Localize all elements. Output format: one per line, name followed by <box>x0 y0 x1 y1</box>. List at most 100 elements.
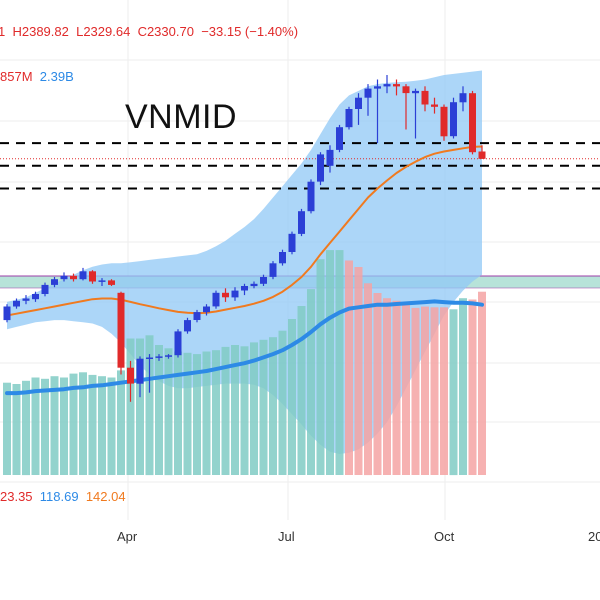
volume-bar <box>193 354 201 475</box>
candle-body <box>51 279 58 285</box>
volume-bar <box>202 351 211 475</box>
candle <box>89 270 96 284</box>
legend-high: H2389.82 <box>12 24 69 39</box>
volume-legend: 857M 2.39B <box>0 69 74 84</box>
candle-body <box>98 280 106 282</box>
volume-bar <box>145 335 154 476</box>
band-area <box>7 70 482 454</box>
volume-bar <box>221 346 230 475</box>
volume-bar <box>307 289 315 475</box>
legend-volume-left: 857M <box>0 69 33 84</box>
candle <box>250 281 258 289</box>
volume-bar <box>335 250 344 475</box>
candle <box>79 267 87 281</box>
candle <box>203 304 210 316</box>
candle-body <box>269 263 277 277</box>
candle-body <box>393 84 400 87</box>
candle-body <box>364 88 372 98</box>
candle-body <box>431 104 438 107</box>
volume-bar <box>430 307 439 475</box>
candle <box>41 282 49 297</box>
legend-change: −33.15 (−1.40%) <box>201 24 299 39</box>
volume-bar <box>98 376 106 475</box>
volume-bar <box>468 299 477 475</box>
volume-bar <box>174 351 182 475</box>
volume-bar <box>250 342 258 475</box>
legend-low: L2329.64 <box>76 24 131 39</box>
candle-body <box>421 90 429 105</box>
volume-bar <box>60 377 68 475</box>
candle <box>393 79 400 96</box>
volume-bar <box>136 338 144 475</box>
candle <box>412 88 419 139</box>
chart-title: VNMID <box>125 98 238 136</box>
volume-bar <box>41 378 49 475</box>
candle-body <box>412 90 419 94</box>
candle-body <box>146 357 153 359</box>
candle-body <box>108 280 115 285</box>
candle <box>212 290 220 309</box>
candle <box>364 84 372 116</box>
candle <box>51 277 58 288</box>
volume-bar <box>240 346 249 475</box>
candle <box>184 317 191 334</box>
candle <box>241 283 248 296</box>
candle <box>345 106 353 130</box>
candle <box>478 145 486 159</box>
candle-body <box>231 290 239 298</box>
candle <box>421 86 429 112</box>
candle <box>165 354 172 359</box>
volume-bar <box>269 337 277 475</box>
volume-bar <box>364 283 372 476</box>
candle-body <box>117 292 125 368</box>
candle-body <box>450 102 457 137</box>
volume-bar <box>478 291 486 475</box>
candle-body <box>22 298 30 301</box>
candle-body <box>79 271 87 280</box>
volume-bar <box>183 352 192 475</box>
candle-body <box>155 356 163 358</box>
candle <box>326 145 334 173</box>
candle <box>174 329 182 358</box>
candle <box>117 291 125 375</box>
candle-body <box>374 86 381 89</box>
legend-open: 1 <box>0 24 6 39</box>
volume-bar <box>421 306 429 475</box>
volume-ma-line <box>5 299 484 396</box>
candle <box>374 79 381 144</box>
candle-body <box>203 306 210 313</box>
volume-bar <box>164 348 173 476</box>
candle-body <box>174 331 182 356</box>
moving-average <box>6 145 483 317</box>
volume-bar <box>402 304 410 475</box>
candle-body <box>3 306 11 321</box>
candle-body <box>440 106 448 137</box>
candle <box>32 291 39 302</box>
legend-indicator-1: 23.35 <box>0 489 33 504</box>
candle <box>70 273 77 282</box>
candle <box>307 179 315 214</box>
candle-body <box>279 252 286 264</box>
candle-body <box>250 283 258 287</box>
candle-body <box>184 320 191 332</box>
legend-close: C2330.70 <box>137 24 194 39</box>
legend-indicator-2: 118.69 <box>39 489 79 504</box>
bollinger-band <box>7 70 482 454</box>
candle-body <box>89 271 96 282</box>
candle <box>22 295 30 305</box>
volume-bar <box>345 260 353 475</box>
volume-bar <box>449 309 458 476</box>
candle <box>136 356 144 398</box>
candle <box>459 86 467 112</box>
candle-body <box>70 275 77 280</box>
candle-body <box>288 233 296 252</box>
candle <box>222 288 229 302</box>
candle-body <box>383 84 391 87</box>
x-tick-next-year: 20 <box>588 529 600 544</box>
x-tick-oct: Oct <box>434 529 455 544</box>
candle-body <box>222 292 229 298</box>
candle <box>383 75 391 94</box>
x-tick-jul: Jul <box>278 529 295 544</box>
candle-body <box>459 93 467 103</box>
